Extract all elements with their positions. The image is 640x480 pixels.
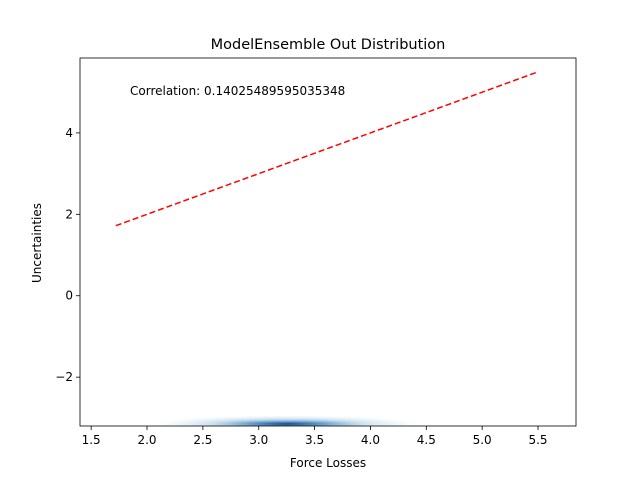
- y-tick-label: 2: [65, 207, 73, 221]
- y-tick-label: 4: [65, 126, 73, 140]
- y-tick-label: 0: [65, 289, 73, 303]
- y-axis: −2 0 2 4: [55, 126, 80, 384]
- y-tick-label: −2: [55, 370, 73, 384]
- line-layer: [115, 71, 538, 227]
- x-tick-label: 4.0: [361, 433, 380, 447]
- x-tick-label: 3.0: [249, 433, 268, 447]
- density-core: [203, 418, 370, 426]
- x-tick-label: 5.0: [473, 433, 492, 447]
- reference-line: [115, 71, 538, 227]
- x-tick-label: 2.0: [137, 433, 156, 447]
- density-layer: [152, 414, 421, 426]
- x-tick-label: 1.5: [82, 433, 101, 447]
- x-tick-label: 3.5: [305, 433, 324, 447]
- x-tick-label: 2.5: [193, 433, 212, 447]
- x-tick-label: 5.5: [528, 433, 547, 447]
- chart-title: ModelEnsemble Out Distribution: [211, 37, 446, 53]
- y-axis-label: Uncertainties: [30, 203, 44, 283]
- x-axis-label: Force Losses: [290, 456, 366, 470]
- plot-frame: [79, 57, 577, 427]
- x-axis: 1.5 2.0 2.5 3.0 3.5 4.0 4.5 5.0 5.5: [82, 426, 548, 447]
- correlation-annotation: Correlation: 0.14025489595035348: [130, 84, 345, 98]
- x-tick-label: 4.5: [417, 433, 436, 447]
